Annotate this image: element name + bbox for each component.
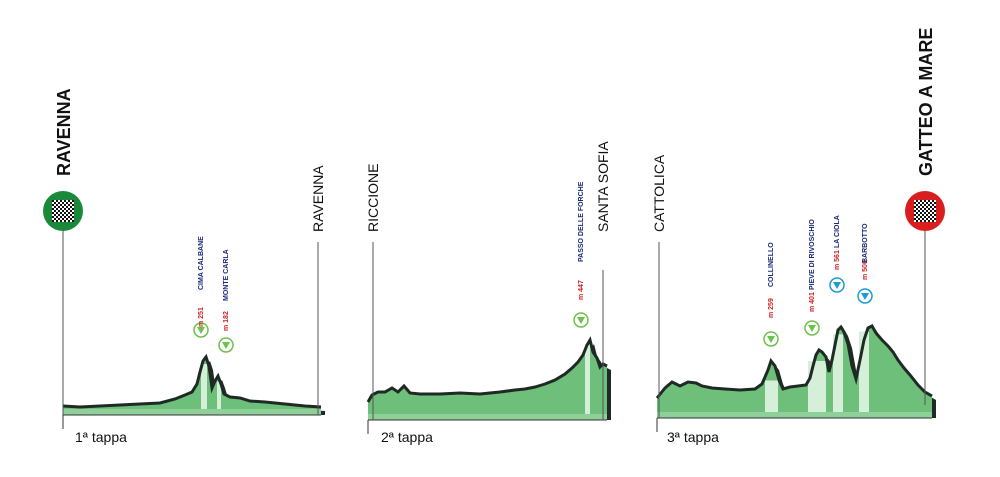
climb-band — [217, 381, 221, 415]
stage-start-city: RICCIONE — [365, 164, 381, 232]
climb-band — [808, 361, 826, 418]
race-finish-city: GATTEO A MARE — [916, 28, 936, 176]
profile-edge — [655, 324, 933, 399]
climb-triangle-icon — [808, 325, 816, 332]
climb-name: BARBOTTO — [862, 223, 869, 263]
climb-marker: m 401 PIEVE DI RIVOSCHIO — [804, 219, 820, 336]
profile-edge — [62, 353, 322, 409]
climb-triangle-icon — [833, 282, 841, 289]
climb-marker: m 561 LA CIOLA — [829, 215, 845, 293]
stage-finish-city: SANTA SOFIA — [595, 141, 611, 232]
climb-triangle-icon — [577, 317, 585, 324]
stage-3-profile: 3ª tappa CATTOLICA m 259 COLLINELLO m 401 PIE… — [651, 154, 936, 445]
finish-marker — [905, 191, 945, 405]
checkered-flag-icon — [52, 200, 74, 222]
climb-altitude: m 259 — [768, 298, 775, 318]
climb-band — [833, 334, 843, 418]
climb-marker: m 182 MONTE CARLA — [218, 249, 234, 353]
stage-label: 1ª tappa — [75, 429, 127, 445]
climb-marker: m 447 PASSO DELLE FORCHE — [573, 181, 589, 328]
climb-altitude: m 182 — [223, 311, 230, 331]
climb-altitude: m 401 — [809, 292, 816, 312]
stage-label: 2ª tappa — [381, 429, 433, 445]
stage-1-profile: 1ª tappa RAVENNA m 251 CIMA CALBANE m 182 MON… — [62, 165, 326, 445]
start-marker — [43, 191, 83, 415]
climb-band — [201, 364, 207, 415]
climb-name: MONTE CARLA — [223, 249, 230, 301]
climb-band — [765, 380, 778, 418]
climb-marker: m 259 COLLINELLO — [763, 242, 779, 347]
climb-altitude: m 447 — [578, 280, 585, 300]
profile-base — [368, 414, 607, 420]
checkered-flag-icon — [914, 200, 936, 222]
profile-area — [368, 340, 607, 420]
climb-altitude: m 251 — [198, 307, 205, 327]
climb-name: PIEVE DI RIVOSCHIO — [809, 219, 816, 290]
profile-base — [657, 412, 932, 418]
stage-label: 3ª tappa — [667, 429, 719, 445]
climb-marker: m 251 CIMA CALBANE — [193, 236, 209, 338]
climb-name: PASSO DELLE FORCHE — [578, 181, 585, 262]
stage-finish-city: RAVENNA — [310, 165, 326, 232]
climb-band — [859, 331, 869, 418]
race-start-city: RAVENNA — [54, 88, 74, 176]
climb-triangle-icon — [767, 336, 775, 343]
climb-name: LA CIOLA — [834, 215, 841, 248]
climb-altitude: m 561 — [834, 250, 841, 270]
climb-altitude: m 500 — [862, 260, 869, 280]
profile-edge — [366, 336, 608, 403]
profile-area — [657, 326, 932, 418]
profile-base — [63, 409, 321, 415]
stage-start-city: CATTOLICA — [651, 154, 667, 232]
climb-name: CIMA CALBANE — [198, 236, 205, 290]
stage-2-profile: 2ª tappa RICCIONE SANTA SOFIA m 447 PASSO DE… — [365, 141, 611, 445]
climb-triangle-icon — [222, 342, 230, 349]
climb-band — [585, 344, 590, 420]
climb-triangle-icon — [861, 293, 869, 300]
climb-name: COLLINELLO — [768, 242, 775, 287]
climb-triangle-icon — [197, 327, 205, 334]
